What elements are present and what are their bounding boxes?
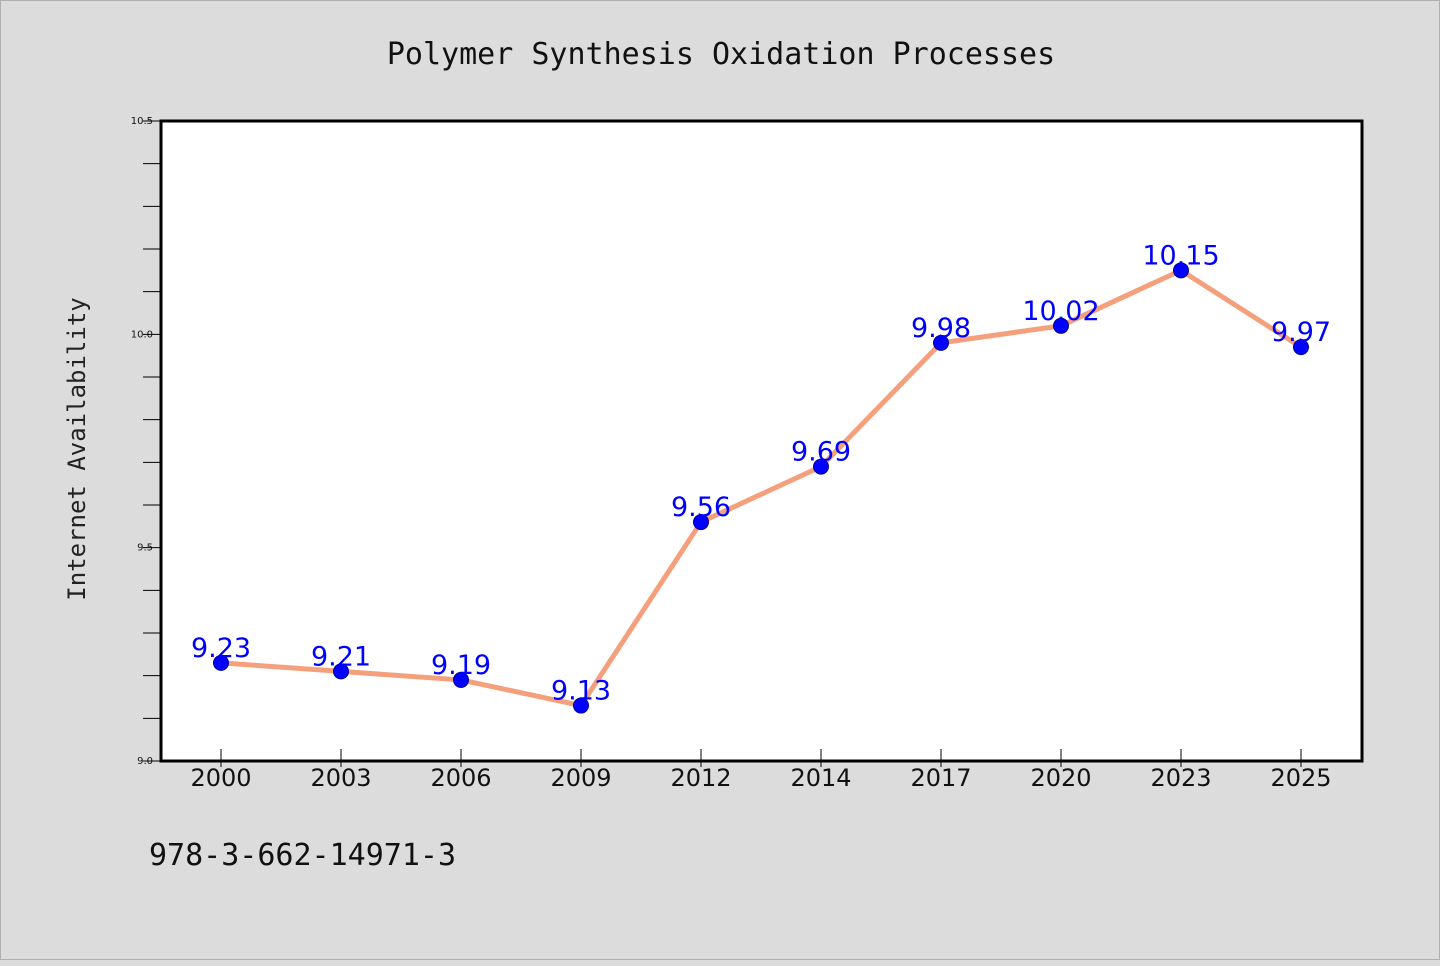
y-axis-label: Internet Availability (63, 297, 91, 600)
data-point (693, 514, 709, 531)
y-tick-label: 10.0 (131, 329, 153, 340)
data-label: 10.02 (1022, 296, 1099, 327)
plot-area (159, 119, 1364, 763)
series-line-group (218, 267, 1304, 709)
x-axis: 2000 2003 2006 2009 2012 2014 2017 2020 2023 2025 (190, 749, 1332, 792)
x-tick-label: 2025 (1270, 764, 1331, 792)
data-label: 9.98 (911, 313, 971, 344)
data-label: 9.69 (791, 437, 851, 468)
y-tick-label: 10.5 (131, 116, 153, 127)
data-labels-group: 9.23 9.21 9.19 9.13 9.56 9.69 9.98 10.02 10.15 9.… (191, 240, 1331, 706)
x-tick-label: 2000 (190, 764, 251, 792)
x-tick-label: 2020 (1030, 764, 1091, 792)
x-tick-label: 2006 (430, 764, 491, 792)
data-point (933, 334, 949, 351)
data-label: 10.15 (1142, 240, 1219, 271)
data-label: 9.56 (671, 492, 731, 523)
series-line (218, 267, 1304, 709)
y-axis: 9.0 9.5 10.0 10.5 (131, 116, 161, 767)
series-points-group (213, 262, 1309, 714)
data-label: 9.23 (191, 633, 251, 664)
data-point (1053, 317, 1069, 334)
isbn-text: 978-3-662-14971-3 (149, 838, 456, 873)
data-point (213, 654, 229, 671)
data-point (1293, 339, 1309, 356)
data-label: 9.97 (1271, 317, 1331, 348)
y-tick-label: 9.0 (137, 756, 153, 767)
data-label: 9.21 (311, 641, 371, 672)
x-tick-label: 2023 (1150, 764, 1211, 792)
x-tick-label: 2003 (310, 764, 371, 792)
data-point (813, 458, 829, 475)
data-point (573, 697, 589, 714)
x-tick-label: 2014 (790, 764, 851, 792)
data-label: 9.19 (431, 650, 491, 681)
data-point (453, 671, 469, 688)
data-point (333, 663, 349, 680)
data-point (1173, 262, 1189, 279)
chart-title: Polymer Synthesis Oxidation Processes (387, 37, 1055, 72)
x-tick-label: 2009 (550, 764, 611, 792)
x-tick-label: 2012 (670, 764, 731, 792)
x-tick-label: 2017 (910, 764, 971, 792)
y-tick-label: 9.5 (137, 543, 153, 554)
data-label: 9.13 (551, 676, 611, 707)
